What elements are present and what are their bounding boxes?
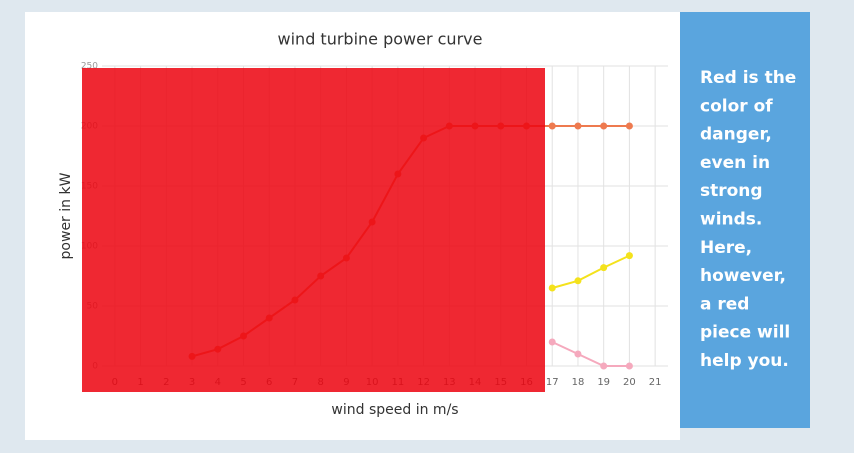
red-filter	[82, 68, 545, 392]
note-line: Red is the	[700, 68, 796, 88]
data-point	[548, 338, 556, 346]
data-point	[600, 122, 608, 130]
x-tick-label: 21	[649, 377, 662, 388]
note-line: even in	[700, 153, 770, 173]
data-point	[625, 252, 633, 260]
data-point	[625, 122, 633, 130]
x-tick-label: 18	[572, 377, 585, 388]
series-line	[551, 341, 630, 367]
series-line	[551, 254, 630, 289]
y-tick-label: 250	[81, 62, 98, 72]
data-point	[600, 362, 608, 370]
note-line: help you.	[700, 351, 789, 371]
note-line: piece will	[700, 323, 790, 343]
chart-title: wind turbine power curve	[278, 30, 483, 49]
data-point	[625, 362, 633, 370]
note-panel	[680, 12, 810, 428]
data-point	[574, 277, 582, 285]
note-line: a red	[700, 294, 749, 314]
note-line: color of	[700, 96, 773, 116]
data-point	[548, 122, 556, 130]
note-line: however,	[700, 266, 786, 286]
note-line: strong	[700, 181, 763, 201]
x-axis-label: wind speed in m/s	[331, 402, 458, 418]
note-line: Here,	[700, 238, 752, 258]
note-line: winds.	[700, 210, 762, 230]
data-point	[548, 284, 556, 292]
x-tick-label: 19	[597, 377, 610, 388]
data-point	[574, 350, 582, 358]
x-tick-label: 20	[623, 377, 636, 388]
x-tick-label: 17	[546, 377, 559, 388]
data-point	[600, 264, 608, 272]
data-point	[574, 122, 582, 130]
y-axis-label: power in kW	[58, 172, 74, 259]
note-line: danger,	[700, 125, 772, 145]
note: Red is the color of danger, even in strong wi…	[700, 68, 796, 371]
